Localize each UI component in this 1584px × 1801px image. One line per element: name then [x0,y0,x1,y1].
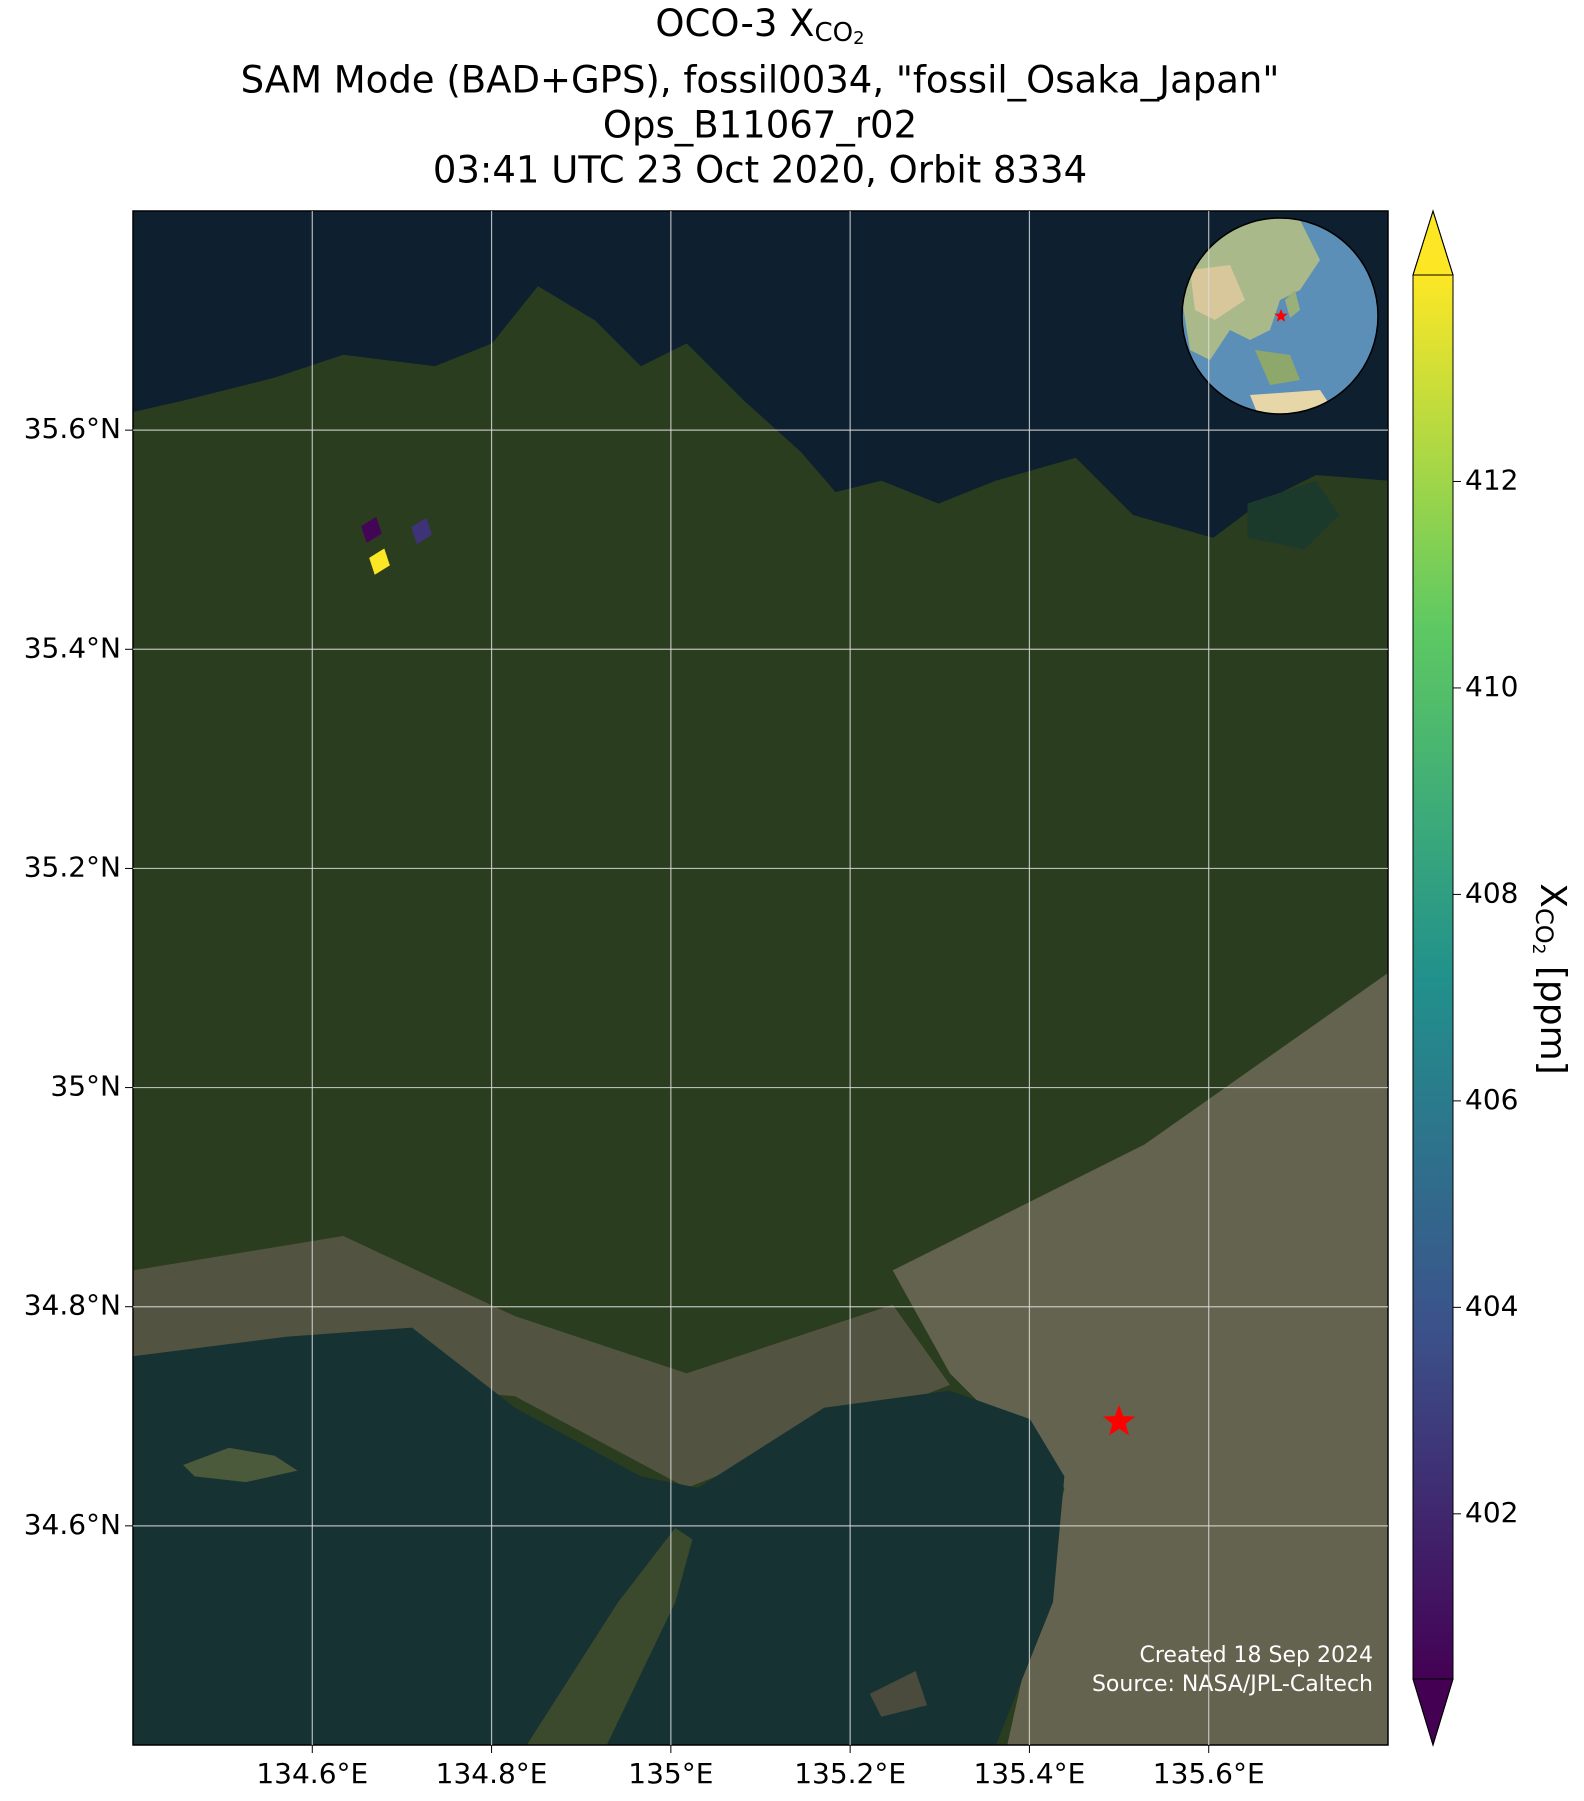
cbar-subsub: 2 [1528,944,1548,955]
sounding [361,516,382,544]
colorbar-outline [1412,209,1454,1747]
x-tick-label: 134.6°E [256,1757,368,1790]
x-tick-label: 134.8°E [436,1757,548,1790]
colorbar-extend-top [1412,209,1454,276]
credit: Source: NASA/JPL-Caltech [1092,1672,1373,1697]
title-line: Ops_B11067_r02 [603,104,917,147]
y-tick-label: 34.8°N [24,1289,121,1322]
colorbar-tick-label: 404 [1465,1289,1518,1322]
y-tick-label: 35.2°N [24,850,121,883]
colorbar-extend-bottom [1412,1678,1454,1747]
basemap [133,211,1388,1745]
colorbar-tick-label: 406 [1465,1083,1518,1116]
sounding [369,548,390,575]
y-tick-label: 34.6°N [24,1508,121,1541]
map-frame [132,210,1389,1746]
soundings [361,516,432,575]
x-tick-label: 135.4°E [973,1757,1085,1790]
y-tick-label: 35.6°N [24,412,121,445]
title-symbol: OCO-3 X [655,2,814,45]
cbar-sub: CO [1530,908,1558,944]
x-tick-label: 135.2°E [794,1757,906,1790]
title: OCO-3 XCO2 [655,2,864,50]
globe-star [1274,309,1288,322]
colorbar-tick-label: 410 [1465,670,1518,703]
y-tick-label: 35.4°N [24,631,121,664]
colorbar-tick-label: 402 [1465,1496,1518,1529]
y-tick-label: 35°N [50,1070,121,1103]
title-sub: CO [815,18,854,48]
x-tick-label: 135.6°E [1153,1757,1265,1790]
credit: Created 18 Sep 2024 [1140,1643,1374,1668]
colorbar [1413,275,1453,1679]
target-star [1102,1404,1136,1436]
x-tick-label: 135°E [628,1757,713,1790]
colorbar-tick-label: 412 [1465,463,1518,496]
sounding [411,517,432,545]
cbar-unit: [ppm] [1532,954,1573,1074]
title-line: 03:41 UTC 23 Oct 2020, Orbit 8334 [433,149,1087,192]
colorbar-tick-label: 408 [1465,876,1518,909]
cbar-symbol: X [1532,883,1573,908]
title-line: SAM Mode (BAD+GPS), fossil0034, "fossil_… [241,59,1280,102]
colorbar-label: XCO2 [ppm] [1528,883,1573,1074]
title-subsub: 2 [853,28,864,49]
